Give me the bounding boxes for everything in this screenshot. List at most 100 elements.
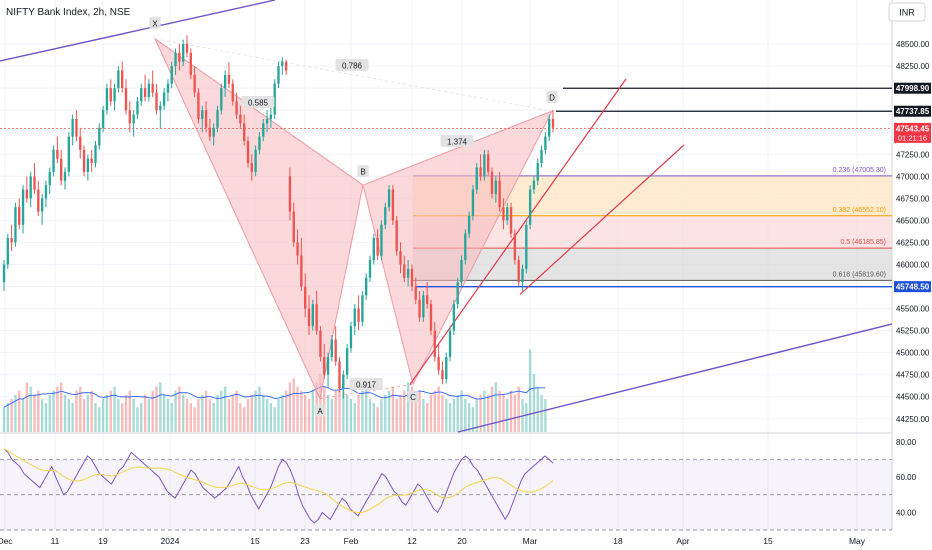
- volume-bar: [433, 390, 436, 432]
- time-tick-label: 23: [300, 536, 310, 546]
- candle-body: [162, 92, 166, 106]
- volume-bar: [502, 394, 505, 432]
- candle-body: [159, 105, 162, 111]
- volume-bar: [475, 398, 478, 432]
- candle-body: [182, 44, 185, 62]
- candle-body: [365, 277, 368, 296]
- candle-body: [113, 88, 116, 102]
- price-tag-countdown: 01:21:16: [898, 133, 927, 142]
- candle-body: [273, 83, 276, 115]
- candle-body: [284, 61, 288, 71]
- candle-body: [460, 260, 463, 283]
- volume-bar: [464, 398, 467, 432]
- time-axis[interactable]: Dec 11 19 2024 15 23 Feb 12 20 Mar 18 Apr 15 May: [0, 536, 866, 546]
- volume-bar: [151, 390, 154, 432]
- candle-body: [532, 180, 536, 190]
- candle-body: [418, 299, 421, 318]
- candle-body: [433, 330, 436, 358]
- pattern-point-a: A: [317, 407, 323, 416]
- candle-body: [376, 238, 379, 256]
- candle-body: [490, 171, 494, 194]
- candle-body: [185, 44, 189, 53]
- candle-body: [67, 136, 70, 172]
- harmonic-pattern[interactable]: [153, 37, 554, 401]
- volume-bar: [243, 407, 246, 432]
- volume-bar: [399, 394, 402, 432]
- candle-body: [300, 255, 303, 287]
- volume-bar: [193, 407, 196, 432]
- volume-bar: [422, 398, 425, 432]
- fib-level-label: 0.236 (47005.30): [833, 167, 886, 174]
- volume-bar: [528, 349, 532, 432]
- volume-bar: [273, 407, 276, 432]
- candle-body: [479, 167, 482, 177]
- volume-bar: [147, 398, 151, 432]
- candle-body: [44, 185, 48, 199]
- ratio-label: 0.585: [248, 99, 269, 108]
- candle-body: [48, 171, 51, 186]
- candle-body: [471, 189, 475, 216]
- candle-body: [14, 207, 17, 243]
- candle-body: [140, 88, 143, 102]
- volume-bar: [349, 398, 353, 432]
- ratio-label: 0.917: [356, 381, 377, 390]
- volume-bar: [216, 394, 219, 432]
- candle-body: [395, 220, 398, 252]
- wedge-upper-line: [409, 78, 627, 385]
- price-tag-bg: [894, 82, 931, 94]
- candle-body: [121, 70, 124, 89]
- volume-bar: [155, 386, 158, 432]
- volume-bar: [21, 398, 25, 432]
- candle-body: [235, 101, 238, 115]
- candlestick-series: [2, 35, 555, 399]
- currency-button[interactable]: [888, 2, 926, 22]
- pattern-point-x: X: [152, 19, 158, 28]
- volume-bar: [506, 398, 509, 432]
- time-tick-label: 12: [407, 536, 417, 546]
- candle-body: [170, 66, 173, 84]
- wedge-lower-line: [519, 144, 685, 295]
- volume-bar: [166, 398, 170, 432]
- pattern-point-x-bg: [149, 16, 161, 29]
- candle-body: [384, 207, 387, 225]
- time-tick-label: 19: [98, 536, 108, 546]
- time-tick-label: 15: [763, 536, 773, 546]
- candle-body: [368, 260, 372, 278]
- volume-bar: [124, 394, 128, 432]
- candle-body: [487, 154, 490, 172]
- volume-bar: [487, 394, 490, 432]
- volume-bar: [410, 386, 414, 432]
- volume-bar: [44, 403, 48, 432]
- ratio-label: 1.374: [447, 138, 468, 147]
- volume-bar: [418, 390, 421, 432]
- candle-body: [334, 339, 337, 362]
- fib-level-label: 0.382 (46552.10): [833, 207, 886, 214]
- volume-bar: [456, 394, 459, 432]
- time-tick-label: 11: [51, 536, 60, 546]
- candle-body: [201, 110, 204, 119]
- volume-bar: [395, 398, 398, 432]
- candle-body: [502, 207, 505, 221]
- volume-bar: [10, 398, 13, 432]
- volume-bar: [79, 386, 82, 432]
- volume-bar: [269, 403, 273, 432]
- candle-body: [98, 127, 101, 146]
- volume-bar: [380, 398, 383, 432]
- volume-ma-line: [3, 386, 546, 408]
- candle-body: [265, 118, 269, 124]
- candle-body: [292, 211, 295, 243]
- price-axis[interactable]: 44250.00 44500.00 44750.00 45000.00 45250.00…: [894, 40, 931, 517]
- candle-body: [307, 308, 311, 327]
- volume-bar: [71, 403, 74, 432]
- candle-body: [25, 189, 29, 199]
- candle-body: [330, 339, 334, 358]
- candle-body: [193, 74, 196, 93]
- volume-bar: [498, 390, 501, 432]
- candle-body: [456, 282, 459, 305]
- volume-bar: [136, 407, 139, 432]
- pattern-point-b-bg: [357, 165, 369, 178]
- trend-lines[interactable]: [0, 0, 893, 433]
- volume-bar: [121, 403, 124, 432]
